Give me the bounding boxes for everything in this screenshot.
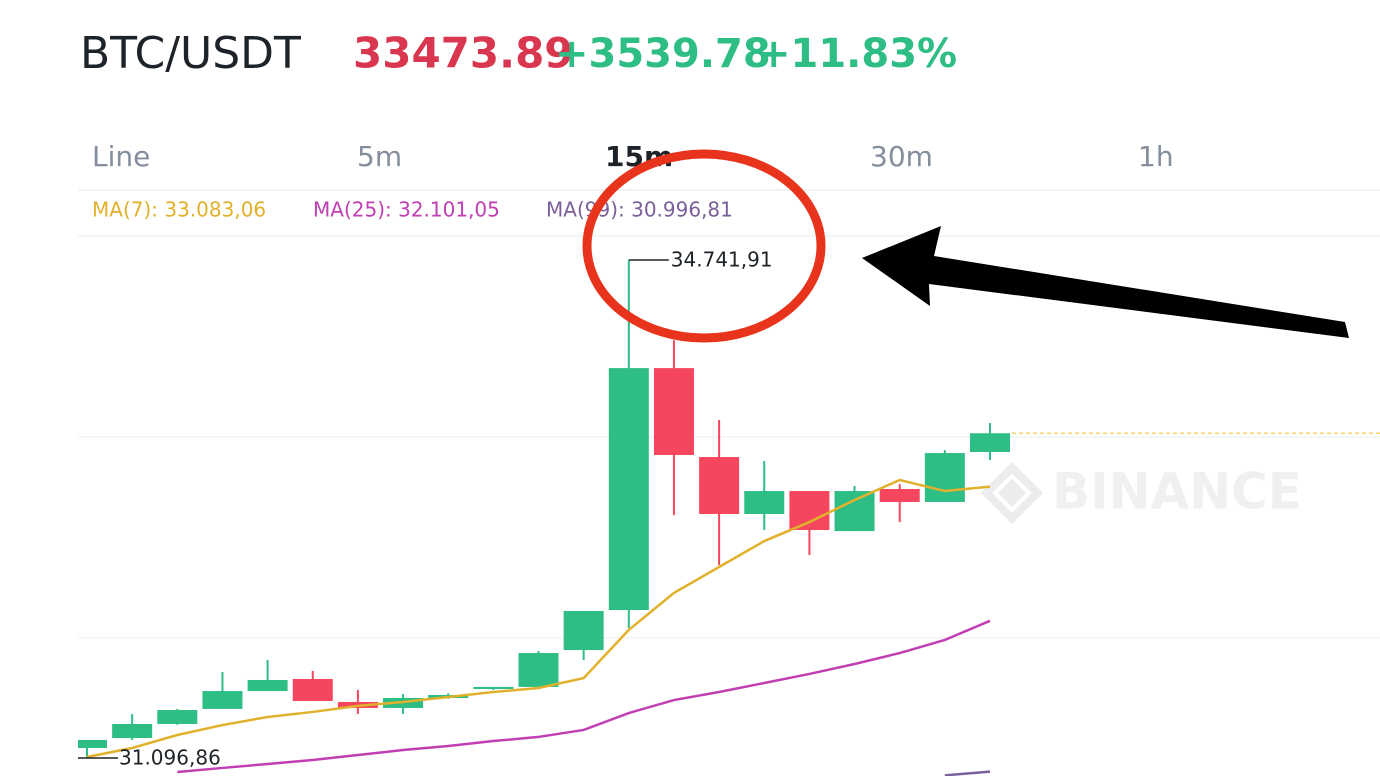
watermark: BINANCE [980, 461, 1302, 525]
high-label: 34.741,91 [671, 248, 773, 272]
change: +3539.78 [555, 31, 771, 77]
candle-body [834, 491, 875, 532]
legend-entry: MA(99): 30.996,81 [546, 198, 733, 222]
candle-body [699, 457, 740, 514]
legend-entry: MA(7): 33.083,06 [92, 198, 266, 222]
tab[interactable]: 1h [1138, 140, 1174, 173]
candle-body [924, 453, 965, 502]
plot [78, 259, 1380, 776]
ma-line [944, 770, 991, 776]
price: 33473.89 [353, 29, 574, 78]
highlight-circle [582, 149, 826, 343]
ma-line [177, 619, 991, 774]
ma-line [86, 478, 991, 759]
change-pct: +11.83% [757, 31, 957, 77]
candle-body [653, 368, 694, 455]
candle-body [518, 653, 559, 687]
pair: BTC/USDT [80, 28, 301, 79]
candle-body [157, 710, 198, 724]
candle-body [202, 691, 243, 709]
candle-body [970, 433, 1010, 452]
tab-bar: Line 5m 15m 30m 1h [92, 140, 1174, 173]
candle-body [563, 610, 604, 651]
candle-body [473, 686, 514, 689]
candle-body [112, 723, 153, 739]
low-label: 31.096,86 [119, 745, 221, 769]
arrow [862, 226, 1349, 338]
candle-body [744, 491, 785, 514]
tab[interactable]: 5m [357, 140, 402, 173]
candle-body [247, 679, 288, 692]
candle-body [879, 488, 920, 502]
candle-body [608, 368, 649, 611]
legend: MA(7): 33.083,06 MA(25): 32.101,05 MA(99):… [92, 198, 733, 222]
tab[interactable]: 30m [870, 140, 933, 173]
watermark-text: BINANCE [1052, 463, 1302, 521]
candle-body [78, 739, 107, 748]
tab[interactable]: Line [92, 140, 150, 173]
candle-body [292, 679, 333, 702]
candle-body [789, 491, 830, 530]
watermark-logo [980, 461, 1044, 525]
legend-entry: MA(25): 32.101,05 [313, 198, 500, 222]
